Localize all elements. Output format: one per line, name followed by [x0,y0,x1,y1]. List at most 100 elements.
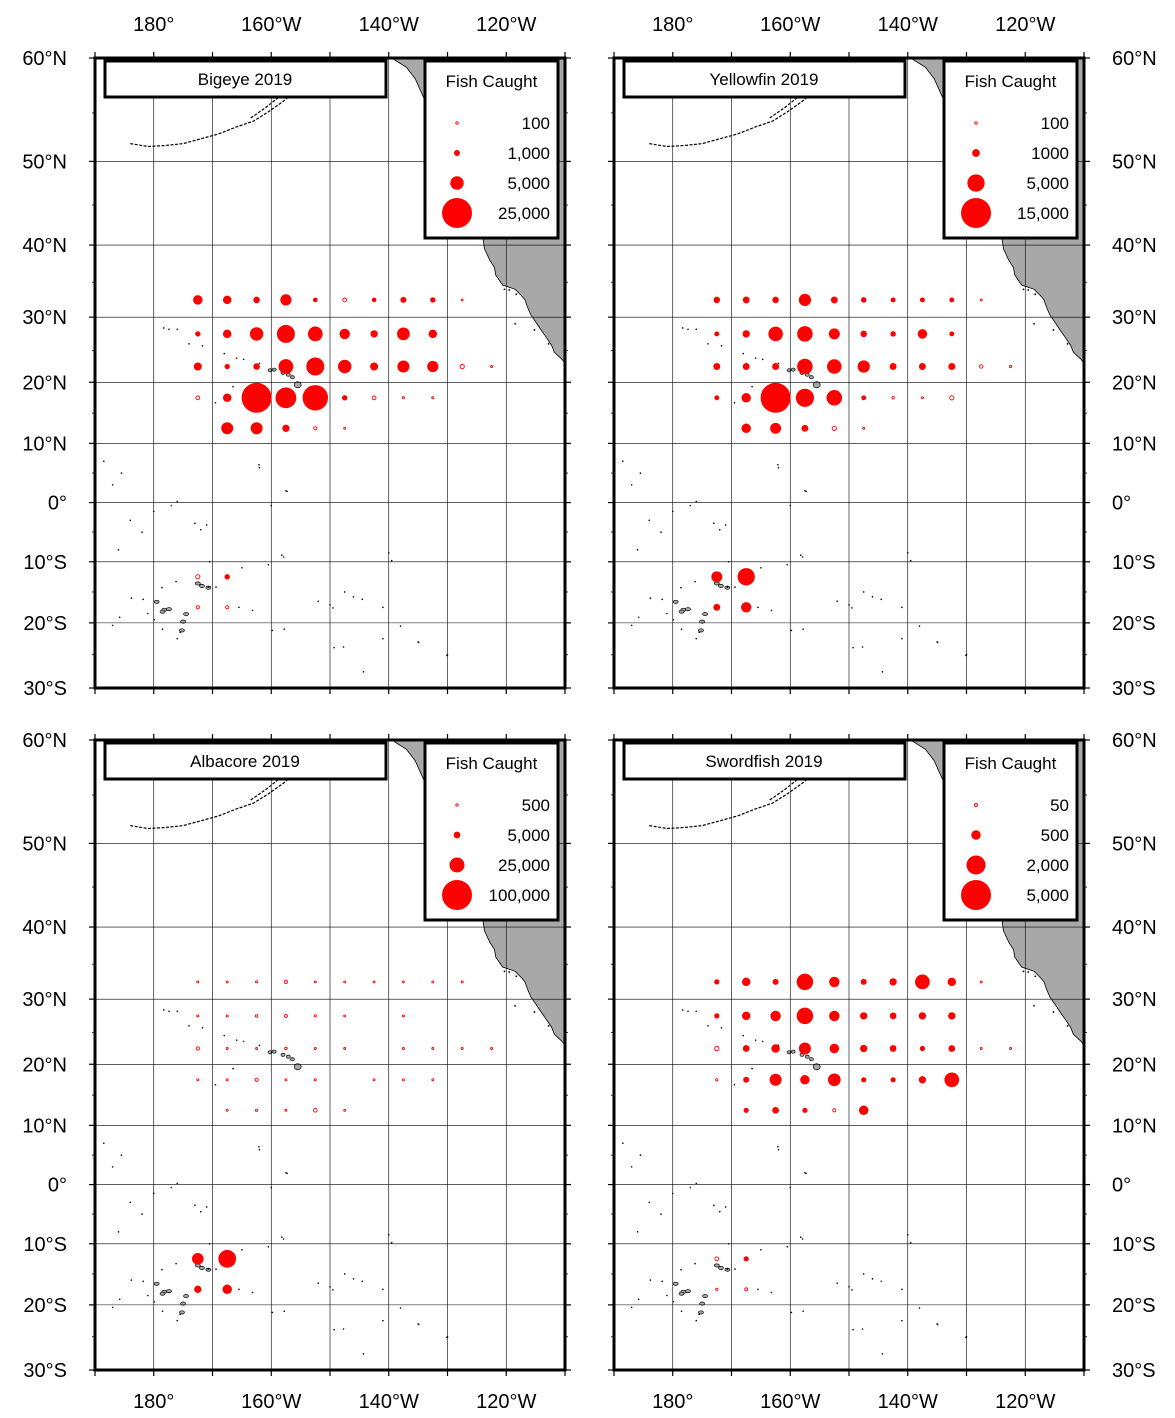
title-box [103,59,388,99]
atoll [695,1319,698,1322]
legend-symbol [974,121,978,125]
atoll [382,1319,384,1322]
atoll [720,345,723,347]
catch-dot [431,1078,435,1082]
lat-label: 20°N [1112,372,1157,394]
atoll [332,1289,334,1291]
atoll [648,519,651,522]
catch-dot [397,327,410,341]
catch-dot [714,1013,720,1019]
catch-dot [490,1047,494,1050]
catch-dot [225,1078,229,1082]
atoll [639,472,642,474]
catch-dot [889,978,897,986]
catch-dot [772,978,779,985]
atoll [251,1291,254,1294]
legend-label: 2,000 [1026,856,1069,875]
catch-dot [829,1010,840,1022]
map-panel-4: Swordfish 2019 Fish Caught 50 500 2,000 5,000… [608,730,1157,1413]
catch-dot [459,363,465,370]
atoll [176,500,179,503]
legend-label: 50 [1050,796,1069,815]
catch-dot [772,1106,779,1114]
catch-dot [919,297,925,303]
catch-dot [741,1011,751,1021]
lat-label: 20°S [1112,1295,1156,1317]
atoll [660,531,662,533]
lon-label: 160°W [760,14,820,36]
atoll [707,1025,709,1027]
lat-label: 40°N [22,235,67,257]
atoll [201,1027,204,1029]
catch-dot [714,1256,720,1262]
atoll [734,586,736,588]
hawaii-island [804,1054,810,1059]
atoll [726,586,729,588]
atoll [267,563,270,566]
hawaii-island [812,381,821,389]
legend-symbol [967,174,985,192]
catch-dot [742,363,750,370]
catch-dot [742,296,750,304]
atoll [168,328,170,331]
legend: Fish Caught 100 1000 5,000 15,000 [942,59,1079,240]
legend-symbol [971,830,981,840]
catch-dot [861,1077,867,1083]
title-text: Bigeye 2019 [198,70,293,89]
atoll [607,603,609,605]
legend-symbol [454,150,460,156]
catch-dot [278,359,294,374]
island-coast-1 [533,1011,536,1013]
atoll [161,1268,163,1271]
atoll [258,1145,260,1148]
catch-dot [797,358,813,375]
legend-title: Fish Caught [446,72,538,91]
atoll [689,1186,692,1189]
legend-label: 100 [1041,114,1069,133]
atoll [111,484,114,486]
pacific-island [678,609,685,614]
atoll [733,401,736,404]
catch-dot [714,331,720,337]
atoll [909,1241,912,1244]
atoll [661,1280,663,1283]
hawaii-island [280,1052,286,1057]
island-coast-4 [508,971,511,973]
lat-label: 10°N [22,1115,67,1137]
pacific-island [166,607,172,612]
atoll [649,1279,652,1281]
axis-ticks: 180° 160°W 140°W 120°W 60°N 50°N 40°N 30°N 20°N 1… [22,14,571,700]
catch-dot [283,979,288,984]
atoll [802,1310,804,1312]
atoll [382,637,384,640]
atoll [718,528,721,531]
atoll [649,597,652,599]
atoll [801,556,804,558]
atoll [215,1268,217,1270]
atoll [742,352,745,355]
atoll [630,624,633,627]
title-box [103,741,388,781]
catch-dot [741,977,751,987]
atoll [223,352,226,355]
catch-dot [224,574,230,580]
hawaii-island [293,381,302,389]
lat-label: 20°N [1112,1054,1157,1076]
island-coast-5 [503,288,506,291]
catch-dot [306,357,325,376]
hawaii-island [790,367,796,372]
pacific-island [153,599,160,604]
legend-symbol [455,803,459,807]
atoll [757,1288,759,1291]
catch-dot [193,362,202,371]
lon-label: 160°W [760,1391,820,1413]
catch-dot [490,365,494,368]
atoll [871,596,874,598]
lon-label: 140°W [359,14,419,36]
island-coast-5 [1022,970,1025,973]
atoll [241,1248,243,1251]
catch-dot [313,1014,317,1018]
catch-dot [801,424,809,432]
atoll [207,586,210,588]
catch-dot [714,979,720,985]
